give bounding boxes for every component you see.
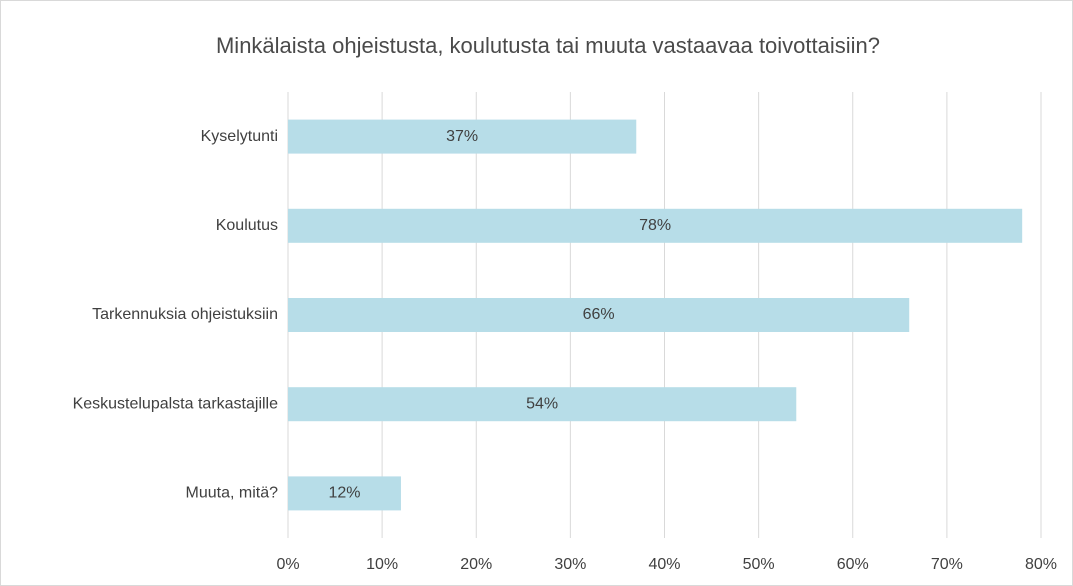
x-tick-label: 70% <box>931 556 963 573</box>
x-tick-label: 40% <box>648 556 680 573</box>
bar <box>288 387 797 422</box>
bar <box>288 476 401 511</box>
y-tick-label: Keskustelupalsta tarkastajille <box>73 395 279 412</box>
bar <box>288 119 637 154</box>
data-label: 66% <box>583 306 615 323</box>
y-tick-label: Muuta, mitä? <box>186 485 279 502</box>
bar <box>288 208 1023 243</box>
x-tick-label: 60% <box>837 556 869 573</box>
data-label: 54% <box>526 395 558 412</box>
y-tick-label: Kyselytunti <box>201 128 278 145</box>
y-tick-label: Koulutus <box>216 217 278 234</box>
data-label: 37% <box>446 128 478 145</box>
y-tick-label: Tarkennuksia ohjeistuksiin <box>92 306 278 323</box>
chart-title: Minkälaista ohjeistusta, koulutusta tai … <box>216 33 880 58</box>
x-tick-label: 50% <box>743 556 775 573</box>
x-tick-label: 0% <box>276 556 299 573</box>
x-tick-label: 20% <box>460 556 492 573</box>
x-tick-label: 10% <box>366 556 398 573</box>
x-tick-label: 30% <box>554 556 586 573</box>
data-label: 78% <box>639 217 671 234</box>
bar <box>288 298 910 332</box>
x-tick-label: 80% <box>1025 556 1057 573</box>
data-label: 12% <box>328 485 360 502</box>
